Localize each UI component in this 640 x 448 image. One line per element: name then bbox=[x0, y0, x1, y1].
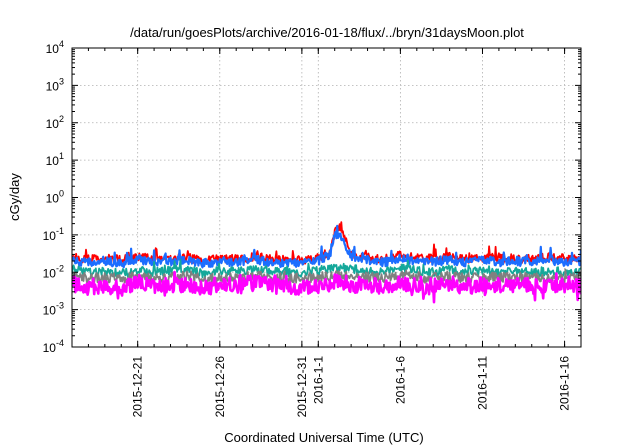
x-tick-labels: 2015-12-21 2015-12-26 2015-12-31 2016-1-1 20… bbox=[131, 356, 572, 418]
x-tick-label: 2016-1-6 bbox=[393, 356, 407, 404]
y-tick-labels: 10-4 10-3 10-2 10-1 100 101 102 103 104 bbox=[43, 39, 64, 355]
y-tick-label: 10-1 bbox=[43, 226, 64, 243]
series-line-blue bbox=[72, 224, 581, 269]
y-tick-label: 10-2 bbox=[43, 263, 64, 280]
x-tick-label: 2015-12-21 bbox=[131, 356, 145, 418]
chart-title: /data/run/goesPlots/archive/2016-01-18/f… bbox=[130, 25, 524, 40]
x-tick-label: 2016-1-16 bbox=[558, 356, 572, 411]
y-tick-label: 104 bbox=[46, 39, 64, 56]
series-line-magenta bbox=[72, 270, 581, 304]
x-tick-label: 2016-1-1 bbox=[311, 356, 325, 404]
x-tick-label: 2016-1-11 bbox=[475, 356, 489, 410]
y-tick-label: 102 bbox=[46, 114, 64, 131]
ticks bbox=[72, 47, 581, 348]
y-tick-label: 10-4 bbox=[43, 338, 64, 355]
series-line-teal bbox=[72, 258, 581, 279]
grid bbox=[72, 48, 581, 347]
series-line-gray bbox=[72, 268, 581, 285]
x-tick-label: 2015-12-26 bbox=[213, 356, 227, 418]
x-tick-label: 2015-12-31 bbox=[295, 356, 309, 418]
series-group bbox=[72, 221, 581, 304]
x-axis-title: Coordinated Universal Time (UTC) bbox=[224, 430, 423, 445]
y-tick-label: 100 bbox=[46, 189, 64, 206]
y-tick-label: 10-3 bbox=[43, 301, 64, 318]
y-axis-title: cGy/day bbox=[7, 173, 22, 221]
y-tick-label: 103 bbox=[46, 76, 64, 93]
y-tick-label: 101 bbox=[46, 151, 64, 168]
